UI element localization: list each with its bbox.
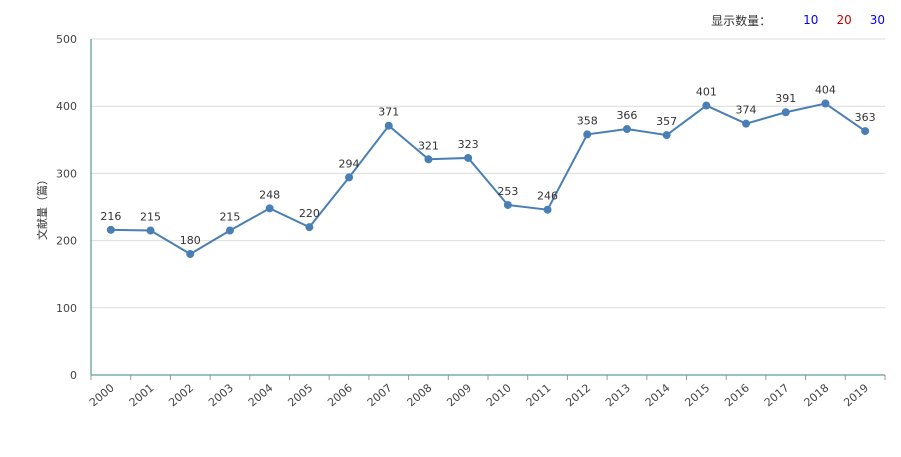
data-point: [622, 125, 631, 134]
data-point: [225, 226, 234, 235]
data-label: 358: [577, 114, 598, 127]
x-tick-label: 2002: [166, 381, 196, 409]
x-tick-label: 2000: [87, 381, 117, 409]
x-tick-label: 2010: [484, 381, 514, 409]
data-point: [305, 223, 314, 232]
data-label: 216: [100, 210, 121, 223]
display-count-option-20[interactable]: 20: [836, 13, 852, 27]
data-label: 371: [378, 106, 399, 119]
y-tick-label: 500: [56, 33, 77, 46]
x-tick-label: 2018: [802, 381, 832, 409]
x-tick-label: 2017: [762, 381, 792, 409]
y-tick-label: 400: [56, 100, 77, 113]
data-point: [265, 204, 274, 213]
x-tick-label: 2012: [563, 381, 593, 409]
data-label: 404: [815, 84, 836, 97]
x-tick-label: 2005: [285, 381, 315, 409]
display-count-bar: 显示数量： 10 20 30: [711, 10, 885, 30]
x-tick-label: 2007: [365, 381, 395, 409]
data-point: [384, 121, 393, 130]
data-point: [424, 155, 433, 164]
data-label: 366: [616, 109, 637, 122]
data-label: 321: [418, 139, 439, 152]
x-tick-label: 2008: [405, 381, 435, 409]
y-axis-title: 文献量（篇）: [35, 174, 49, 240]
data-point: [186, 250, 195, 259]
x-tick-label: 2003: [206, 381, 236, 409]
y-tick-label: 0: [70, 369, 77, 382]
data-point: [503, 200, 512, 209]
data-point: [106, 225, 115, 234]
x-tick-label: 2011: [524, 381, 554, 409]
data-point: [742, 119, 751, 128]
data-point: [662, 131, 671, 140]
data-point: [583, 130, 592, 139]
series-line: [110, 102, 866, 256]
data-label: 248: [259, 188, 280, 201]
data-label: 357: [656, 115, 677, 128]
data-point: [781, 108, 790, 117]
data-label: 294: [339, 157, 360, 170]
y-tick-label: 300: [56, 167, 77, 180]
x-tick-label: 2016: [722, 381, 752, 409]
x-tick-label: 2013: [603, 381, 633, 409]
data-label: 391: [775, 92, 796, 105]
data-label: 246: [537, 190, 558, 203]
x-tick-label: 2006: [325, 381, 355, 409]
x-tick-label: 2009: [444, 381, 474, 409]
data-label: 180: [180, 234, 201, 247]
x-tick-label: 2001: [127, 381, 157, 409]
x-tick-label: 2019: [841, 381, 871, 409]
data-point: [345, 173, 354, 182]
data-label: 253: [497, 185, 518, 198]
data-point: [543, 205, 552, 214]
data-point: [146, 226, 155, 235]
y-tick-label: 100: [56, 302, 77, 315]
x-tick-label: 2004: [246, 381, 276, 409]
display-count-label: 显示数量：: [711, 13, 772, 28]
data-point: [821, 99, 830, 108]
data-label: 374: [736, 104, 757, 117]
x-tick-label: 2015: [682, 381, 712, 409]
display-count-option-10[interactable]: 10: [803, 13, 819, 27]
data-label: 215: [219, 211, 240, 224]
data-label: 323: [458, 138, 479, 151]
data-point: [464, 153, 473, 162]
y-tick-label: 200: [56, 235, 77, 248]
x-tick-label: 2014: [643, 381, 673, 409]
data-label: 220: [299, 207, 320, 220]
display-count-option-30[interactable]: 30: [869, 13, 885, 27]
data-label: 401: [696, 86, 717, 99]
data-point: [861, 127, 870, 136]
data-label: 363: [855, 111, 876, 124]
data-point: [702, 101, 711, 110]
data-label: 215: [140, 211, 161, 224]
